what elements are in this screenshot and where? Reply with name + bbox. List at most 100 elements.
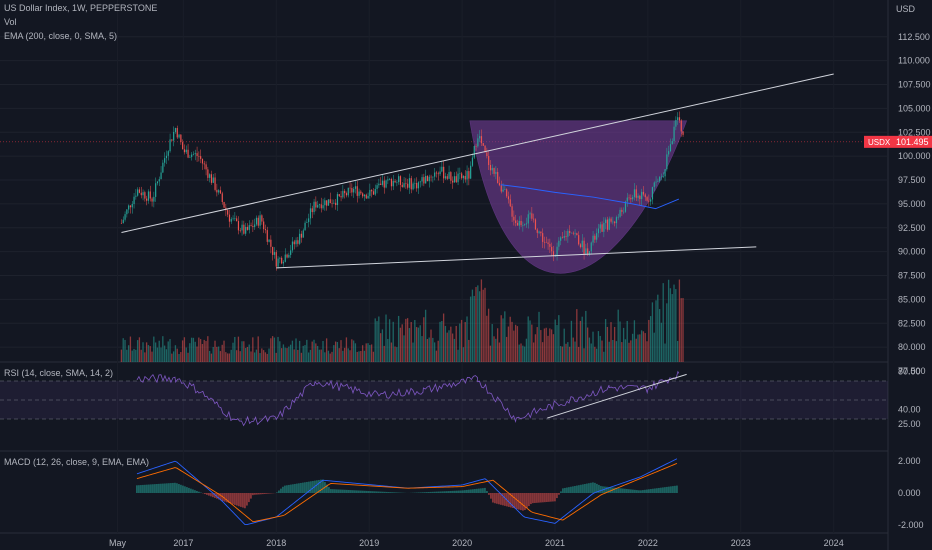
volume-bar bbox=[439, 321, 441, 362]
macd-histogram-bar bbox=[668, 486, 670, 493]
macd-histogram-bar bbox=[662, 487, 664, 493]
volume-bar bbox=[592, 331, 594, 362]
macd-histogram-bar bbox=[536, 493, 538, 503]
candle-body bbox=[545, 242, 547, 243]
volume-bar bbox=[205, 341, 207, 362]
candle-body bbox=[590, 242, 592, 252]
candle-body bbox=[666, 154, 668, 170]
volume-bar bbox=[570, 320, 573, 362]
volume-bar bbox=[631, 333, 634, 362]
candle-body bbox=[628, 197, 630, 199]
candle-body bbox=[149, 191, 151, 199]
volume-bar bbox=[163, 345, 166, 362]
macd-histogram-bar bbox=[608, 487, 610, 493]
candle-body bbox=[144, 192, 146, 199]
candle-body bbox=[129, 205, 132, 208]
macd-histogram-bar bbox=[170, 483, 172, 493]
macd-histogram-bar bbox=[464, 490, 466, 493]
volume-bar bbox=[572, 337, 574, 362]
candle-body bbox=[507, 196, 510, 200]
rsi-tick-label: 40.00 bbox=[898, 405, 921, 415]
volume-bar bbox=[615, 341, 618, 362]
volume-bar bbox=[286, 348, 288, 362]
volume-bar bbox=[273, 337, 276, 362]
candle-body bbox=[270, 239, 272, 247]
volume-bar bbox=[259, 353, 261, 362]
volume-bar bbox=[682, 298, 684, 362]
volume-bar bbox=[158, 340, 160, 362]
macd-histogram-bar bbox=[322, 479, 324, 493]
volume-bar bbox=[552, 334, 555, 362]
candle-body bbox=[385, 180, 387, 188]
candle-body bbox=[682, 131, 684, 135]
macd-histogram-bar bbox=[640, 490, 642, 493]
macd-histogram-bar bbox=[486, 490, 488, 493]
candle-body bbox=[531, 213, 533, 219]
volume-bar bbox=[352, 340, 355, 362]
macd-histogram-bar bbox=[190, 488, 192, 493]
macd-histogram-bar bbox=[490, 493, 492, 499]
candle-body bbox=[680, 120, 682, 132]
candle-body bbox=[450, 172, 452, 181]
candle-body bbox=[392, 180, 394, 187]
volume-bar bbox=[340, 340, 342, 362]
candle-body bbox=[210, 174, 213, 183]
volume-bar bbox=[271, 336, 274, 362]
macd-histogram-bar bbox=[646, 489, 648, 493]
chart-title: US Dollar Index, 1W, PEPPERSTONE bbox=[4, 3, 158, 13]
macd-histogram-bar bbox=[138, 485, 140, 493]
volume-bar bbox=[201, 344, 204, 362]
candle-body bbox=[191, 154, 193, 157]
volume-bar bbox=[649, 316, 652, 362]
volume-bar bbox=[626, 320, 628, 362]
volume-bar bbox=[451, 333, 454, 362]
candle-body bbox=[632, 197, 634, 200]
macd-histogram-bar bbox=[164, 483, 166, 493]
volume-bar bbox=[124, 339, 126, 362]
volume-bar bbox=[331, 351, 333, 362]
volume-bar bbox=[441, 320, 443, 362]
candle-body bbox=[437, 173, 439, 175]
time-tick-label: 2019 bbox=[359, 538, 379, 548]
candle-body bbox=[675, 120, 677, 127]
candle-body bbox=[630, 197, 632, 200]
volume-bar bbox=[624, 339, 627, 362]
volume-bar bbox=[257, 336, 259, 362]
volume-bar bbox=[234, 336, 236, 362]
candle-body bbox=[367, 195, 369, 199]
candle-body bbox=[250, 225, 252, 226]
volume-bar bbox=[678, 279, 681, 362]
macd-histogram-bar bbox=[252, 493, 254, 496]
candle-body bbox=[140, 192, 142, 196]
candle-body bbox=[380, 183, 382, 185]
price-tick-label: 97.500 bbox=[898, 175, 926, 185]
volume-bar bbox=[635, 338, 637, 362]
candle-body bbox=[214, 177, 216, 190]
candle-body bbox=[659, 176, 661, 182]
candle-body bbox=[662, 176, 664, 177]
macd-histogram-bar bbox=[240, 493, 242, 507]
macd-histogram-bar bbox=[162, 483, 164, 493]
volume-bar bbox=[585, 310, 587, 362]
volume-bar bbox=[549, 328, 551, 362]
macd-histogram-bar bbox=[246, 493, 248, 506]
macd-histogram-bar bbox=[652, 488, 654, 493]
macd-histogram-bar bbox=[622, 488, 624, 493]
volume-bar bbox=[563, 328, 565, 362]
candle-body bbox=[263, 221, 265, 230]
candle-body bbox=[284, 254, 286, 262]
candle-body bbox=[644, 194, 646, 198]
candle-body bbox=[266, 230, 268, 242]
volume-bar bbox=[529, 320, 531, 362]
macd-histogram-bar bbox=[480, 488, 482, 493]
macd-histogram-bar bbox=[392, 492, 394, 493]
volume-bar bbox=[226, 353, 229, 362]
candle-body bbox=[678, 117, 681, 121]
candle-body bbox=[639, 195, 641, 200]
volume-bar bbox=[574, 341, 576, 362]
macd-histogram-bar bbox=[654, 488, 656, 493]
volume-bar bbox=[252, 337, 254, 362]
macd-histogram-bar bbox=[420, 492, 422, 493]
candle-body bbox=[291, 241, 294, 251]
